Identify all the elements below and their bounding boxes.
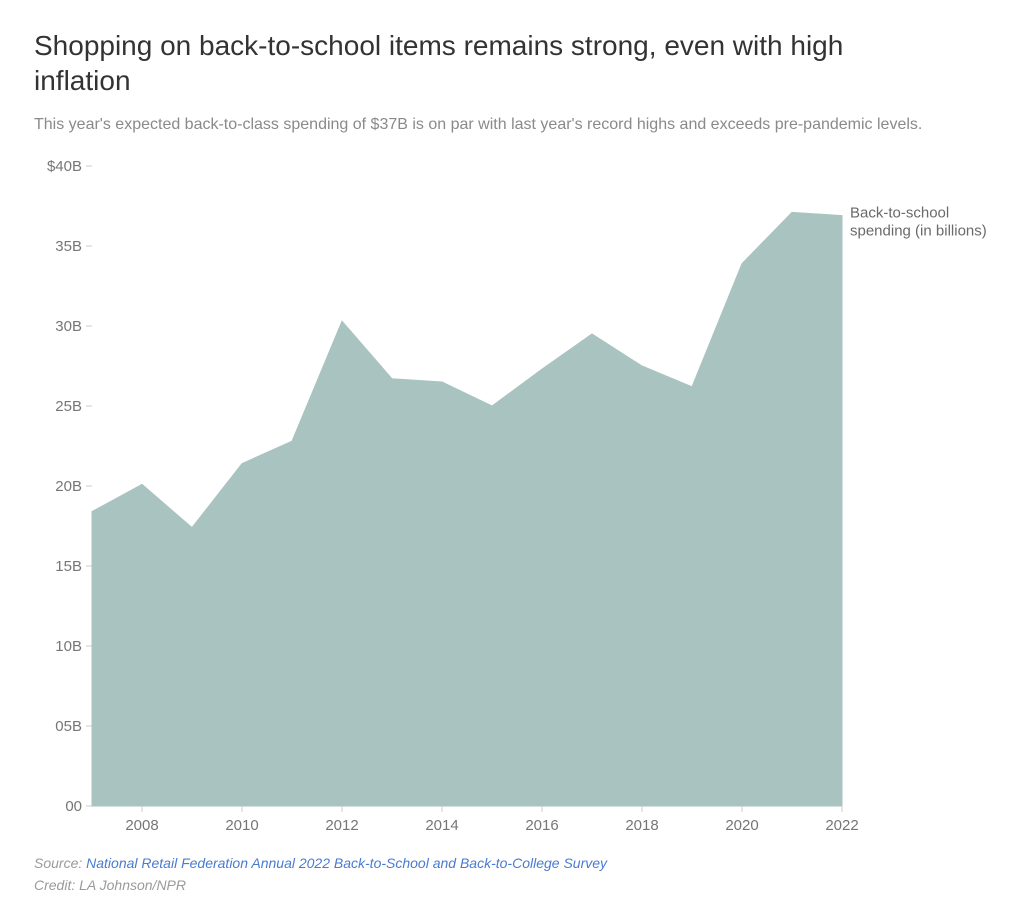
x-tick-label: 2008 — [125, 817, 158, 834]
y-tick: 05B — [55, 718, 92, 735]
y-tick-label: 10B — [55, 638, 82, 655]
y-tick-label: 30B — [55, 318, 82, 335]
x-tick: 2008 — [125, 806, 158, 834]
y-tick: 00 — [65, 798, 92, 815]
chart-title: Shopping on back-to-school items remains… — [34, 28, 934, 98]
chart-footer: Source: National Retail Federation Annua… — [34, 852, 990, 897]
credit-line: Credit: LA Johnson/NPR — [34, 874, 990, 896]
area-series — [92, 212, 842, 806]
y-tick: 20B — [55, 478, 92, 495]
y-tick: 25B — [55, 398, 92, 415]
x-tick: 2018 — [625, 806, 658, 834]
y-tick-label: 15B — [55, 558, 82, 575]
x-tick-label: 2020 — [725, 817, 758, 834]
source-label: Source: — [34, 855, 86, 871]
x-tick-label: 2012 — [325, 817, 358, 834]
x-tick-label: 2014 — [425, 817, 458, 834]
x-tick-label: 2016 — [525, 817, 558, 834]
x-tick: 2012 — [325, 806, 358, 834]
y-tick-label: 35B — [55, 238, 82, 255]
series-label-line1: Back-to-school — [850, 205, 949, 222]
y-tick: 15B — [55, 558, 92, 575]
y-tick-label: $40B — [47, 158, 82, 175]
y-tick: $40B — [47, 158, 92, 175]
area-chart: 00 05B 10B 15B 20B 25B 30B 35B $40B 2008 2010 2012 2… — [34, 158, 990, 838]
y-tick: 35B — [55, 238, 92, 255]
x-tick: 2020 — [725, 806, 758, 834]
chart-subtitle: This year's expected back-to-class spend… — [34, 116, 990, 134]
x-tick: 2010 — [225, 806, 258, 834]
y-tick-label: 20B — [55, 478, 82, 495]
y-tick: 30B — [55, 318, 92, 335]
x-tick-label: 2022 — [825, 817, 858, 834]
y-tick-label: 00 — [65, 798, 82, 815]
x-tick-label: 2018 — [625, 817, 658, 834]
y-tick-label: 05B — [55, 718, 82, 735]
x-tick: 2014 — [425, 806, 458, 834]
series-label-line2: spending (in billions) — [850, 223, 987, 240]
chart-svg: 00 05B 10B 15B 20B 25B 30B 35B $40B 2008 2010 2012 2… — [34, 158, 990, 838]
source-link[interactable]: National Retail Federation Annual 2022 B… — [86, 855, 607, 871]
x-tick: 2016 — [525, 806, 558, 834]
y-tick: 10B — [55, 638, 92, 655]
y-tick-label: 25B — [55, 398, 82, 415]
x-tick-label: 2010 — [225, 817, 258, 834]
x-tick: 2022 — [825, 806, 858, 834]
